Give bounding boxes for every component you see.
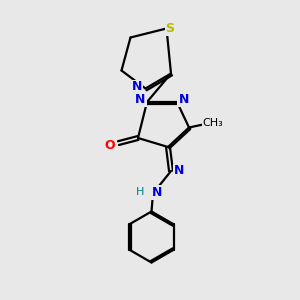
Text: S: S	[166, 22, 175, 35]
Text: N: N	[152, 185, 163, 199]
Text: H: H	[136, 187, 145, 197]
Text: N: N	[178, 93, 189, 106]
Text: CH₃: CH₃	[202, 118, 224, 128]
Text: N: N	[174, 164, 184, 178]
Text: N: N	[135, 93, 146, 106]
Text: O: O	[104, 139, 115, 152]
Text: N: N	[132, 80, 142, 94]
